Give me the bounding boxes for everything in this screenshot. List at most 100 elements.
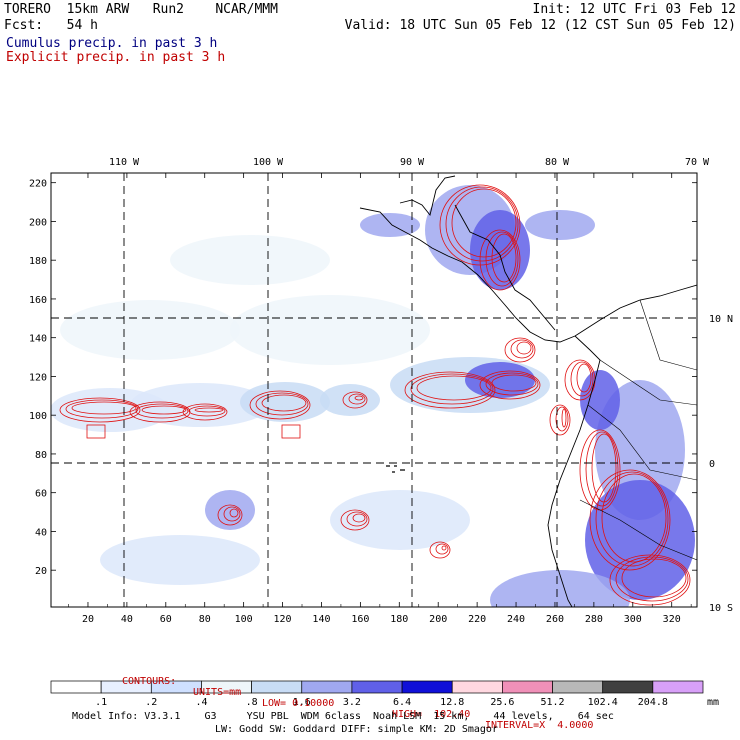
latitude-label-2: 10 S (709, 603, 733, 614)
x-tick-label-0: 20 (82, 614, 94, 625)
latitude-label-0: 10 N (709, 314, 733, 325)
colorbar-label-6: 6.4 (393, 697, 411, 708)
longitude-label-3: 80 W (545, 157, 570, 168)
precip-contour-13-1 (346, 511, 368, 527)
precip-contour-4-1 (348, 393, 366, 405)
x-tick-label-4: 100 (235, 614, 253, 625)
x-tick-label-10: 220 (468, 614, 486, 625)
precip-area-2 (240, 382, 330, 422)
precip-contour-9-1 (585, 431, 619, 507)
precip-contour-7-1 (445, 186, 519, 262)
contours-label: CONTOURS: (122, 676, 177, 687)
colorbar-label-8: 25.6 (490, 697, 514, 708)
y-tick-label-0: 20 (35, 566, 47, 577)
contours-units: UNITS=mm (193, 687, 242, 698)
precip-contour-15-1 (510, 339, 534, 359)
longitude-label-0: 110 W (109, 157, 140, 168)
precip-contour-17-1 (555, 406, 569, 432)
model-info: Model Info: V3.3.1 G3 YSU PBL WDM 6class… (72, 711, 614, 722)
country-border-2 (587, 404, 697, 481)
colorbar-label-2: .4 (195, 697, 207, 708)
coastline-south-america-north (574, 284, 697, 337)
colorbar-label-11: 204.8 (638, 697, 668, 708)
x-tick-label-12: 260 (546, 614, 564, 625)
precip-contour-11-1 (615, 556, 689, 602)
precip-area-13 (205, 490, 255, 530)
coastline-caribbean (454, 204, 556, 331)
precip-contour-2-0 (182, 403, 228, 421)
precip-contour-16-2 (576, 363, 592, 393)
precip-contour-14-2 (441, 545, 447, 551)
precip-contour-1-0 (129, 401, 191, 423)
forecast-hour: Fcst: 54 h (4, 18, 98, 33)
colorbar-label-4: 1.6 (293, 697, 311, 708)
physics-info: LW: Godd SW: Goddard DIFF: simple KM: 2D… (215, 724, 498, 735)
precip-area-7 (470, 210, 530, 290)
precip-contour-13-2 (352, 513, 366, 523)
precip-contour-3-2 (261, 394, 307, 412)
precip-contour-3-1 (255, 392, 309, 416)
precip-contour-3-0 (249, 390, 311, 420)
longitude-label-1: 100 W (253, 157, 284, 168)
contours-low: LOW= 0.10000 (262, 698, 335, 709)
colorbar-label-5: 3.2 (343, 697, 361, 708)
precip-area-18 (330, 490, 470, 550)
precip-contour-8-1 (485, 231, 519, 287)
country-border-4 (639, 299, 697, 371)
precip-area-16 (170, 235, 330, 285)
x-tick-label-11: 240 (507, 614, 525, 625)
contours-info: CONTOURS: UNITS=mm LOW= 0.10000 HIGH= 10… (0, 665, 740, 731)
precip-contour-11-2 (621, 558, 687, 598)
init-time: Init: 12 UTC Fri 03 Feb 12 (532, 2, 737, 17)
precip-contour-16-1 (570, 361, 594, 397)
y-tick-label-7: 160 (29, 295, 47, 306)
precip-contour-2-2 (194, 407, 224, 413)
contours-high: HIGH= 102.40 (392, 709, 471, 720)
x-tick-label-3: 80 (199, 614, 211, 625)
y-tick-label-5: 120 (29, 372, 47, 383)
precip-contour-14-1 (435, 543, 449, 555)
x-tick-label-1: 40 (121, 614, 133, 625)
precip-contour-4-2 (354, 395, 364, 401)
precip-contour-1-1 (135, 403, 189, 419)
x-tick-label-6: 140 (312, 614, 330, 625)
longitude-label-2: 90 W (400, 157, 425, 168)
precip-area-17 (100, 535, 260, 585)
precip-contour-12-2 (229, 508, 239, 518)
precip-contour-12-1 (223, 506, 241, 522)
country-border-3 (579, 499, 697, 561)
precip-area-15 (230, 295, 430, 365)
precip-contour-0-1 (65, 399, 139, 419)
explicit-precip-contours (59, 184, 691, 606)
precip-contour-10-0 (589, 469, 671, 571)
y-tick-label-6: 140 (29, 334, 47, 345)
coastline-central-america (359, 207, 576, 343)
precip-area-5 (465, 362, 535, 398)
precip-contour-2-1 (188, 405, 226, 417)
y-tick-label-3: 80 (35, 450, 47, 461)
precip-contour-15-2 (516, 341, 532, 355)
y-tick-label-10: 220 (29, 179, 47, 190)
colorbar-label-1: .2 (145, 697, 157, 708)
precip-contour-box-1 (86, 424, 106, 439)
y-tick-label-4: 100 (29, 411, 47, 422)
precip-contour-5-2 (416, 375, 492, 401)
precip-area-14 (60, 300, 240, 360)
x-tick-label-13: 280 (585, 614, 603, 625)
precip-contour-10-1 (595, 471, 669, 567)
y-tick-label-2: 60 (35, 489, 47, 500)
x-tick-label-2: 60 (160, 614, 172, 625)
precip-area-12 (580, 370, 620, 430)
precip-contour-10-2 (601, 473, 667, 563)
contours-interval: INTERVAL=X 4.0000 (485, 720, 594, 731)
x-tick-label-7: 160 (351, 614, 369, 625)
precip-area-3 (320, 384, 380, 416)
x-tick-label-5: 120 (274, 614, 292, 625)
colorbar-swatch-12 (652, 680, 704, 694)
precip-contour-13-0 (340, 509, 370, 531)
country-border-1 (599, 359, 697, 406)
precip-contour-7-2 (451, 188, 517, 258)
precip-contour-6-1 (485, 372, 539, 396)
precip-contour-0-2 (71, 401, 137, 415)
x-tick-label-15: 320 (663, 614, 681, 625)
